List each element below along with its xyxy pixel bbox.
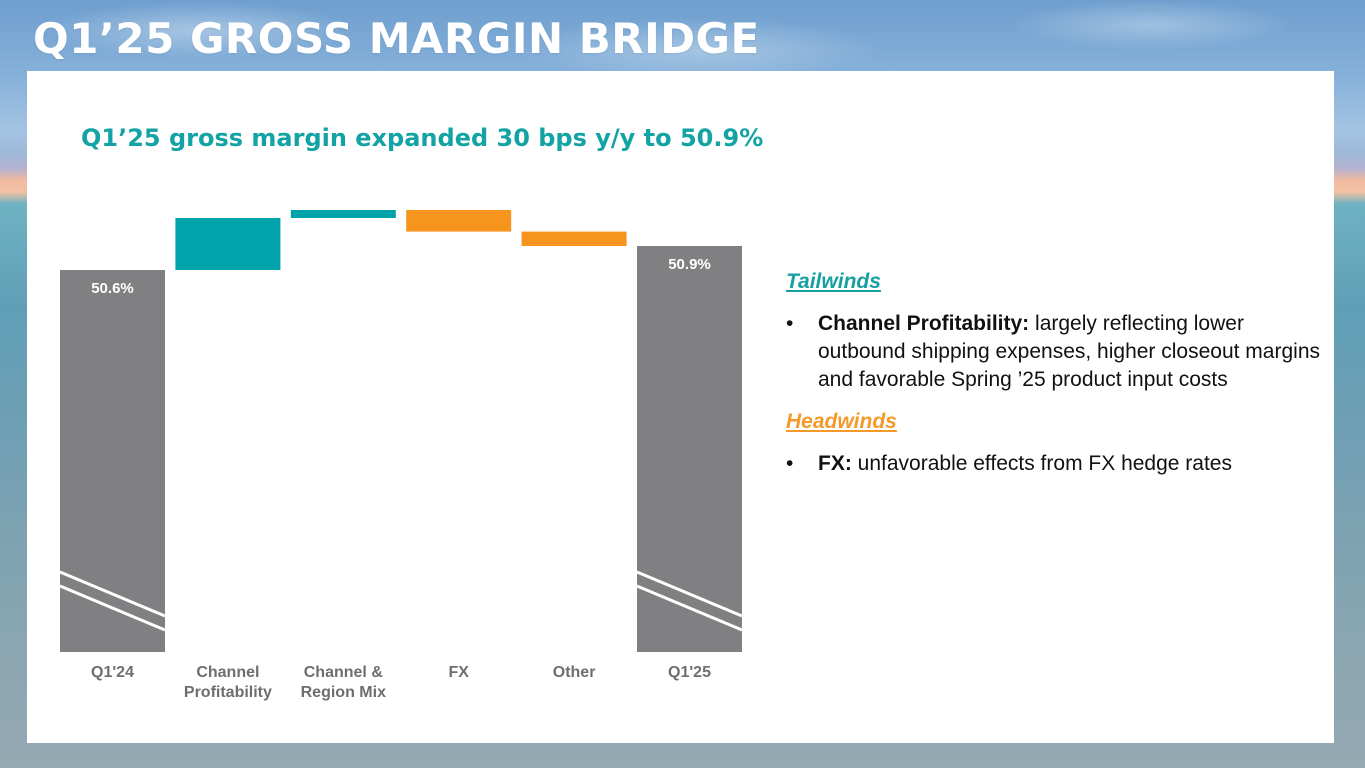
- category-label: Region Mix: [301, 684, 386, 701]
- category-label: Channel &: [304, 664, 384, 681]
- tailwind-item: • Channel Profitability: largely reflect…: [786, 310, 1326, 394]
- axis-break-line: [636, 584, 743, 632]
- tailwind-item-title: Channel Profitability:: [818, 312, 1030, 335]
- tailwinds-heading: Tailwinds: [786, 270, 881, 293]
- category-label: FX: [448, 664, 469, 681]
- category-label: Q1'25: [668, 664, 711, 681]
- bar-fx: [406, 210, 512, 232]
- axis-break-line: [59, 570, 166, 618]
- bar-q1-24: [60, 270, 165, 652]
- headwinds-heading: Headwinds: [786, 410, 897, 433]
- data-label: 50.9%: [668, 256, 711, 273]
- commentary-panel: Tailwinds • Channel Profitability: large…: [786, 268, 1326, 492]
- data-label: 50.6%: [91, 280, 134, 297]
- category-label: Q1'24: [91, 664, 134, 681]
- bar-other: [521, 231, 627, 246]
- bullet-icon: •: [786, 452, 794, 475]
- tailwind-item-text: largely reflecting lower outbound shippi…: [818, 312, 1321, 391]
- waterfall-chart: 50.6% Q1'24 Channel Profitability Channel & R…: [59, 210, 743, 701]
- bullet-icon: •: [786, 312, 794, 335]
- bar-channel-profitability: [175, 218, 281, 270]
- headwind-item: • FX: unfavorable effects from FX hedge …: [786, 450, 1326, 478]
- category-label: Channel: [196, 664, 259, 681]
- content-card: Q1’25 gross margin expanded 30 bps y/y t…: [27, 71, 1334, 743]
- axis-break-line: [59, 584, 166, 632]
- chart-subtitle: Q1’25 gross margin expanded 30 bps y/y t…: [81, 124, 764, 152]
- category-label: Profitability: [184, 684, 272, 701]
- category-label: Other: [553, 664, 596, 681]
- headwind-item-title: FX:: [818, 452, 852, 475]
- bar-channel-region-mix: [290, 210, 396, 218]
- slide-title: Q1’25 GROSS MARGIN BRIDGE: [33, 14, 760, 63]
- axis-break-line: [636, 570, 743, 618]
- bar-q1-25: [637, 246, 742, 652]
- headwind-item-text: unfavorable effects from FX hedge rates: [851, 452, 1232, 475]
